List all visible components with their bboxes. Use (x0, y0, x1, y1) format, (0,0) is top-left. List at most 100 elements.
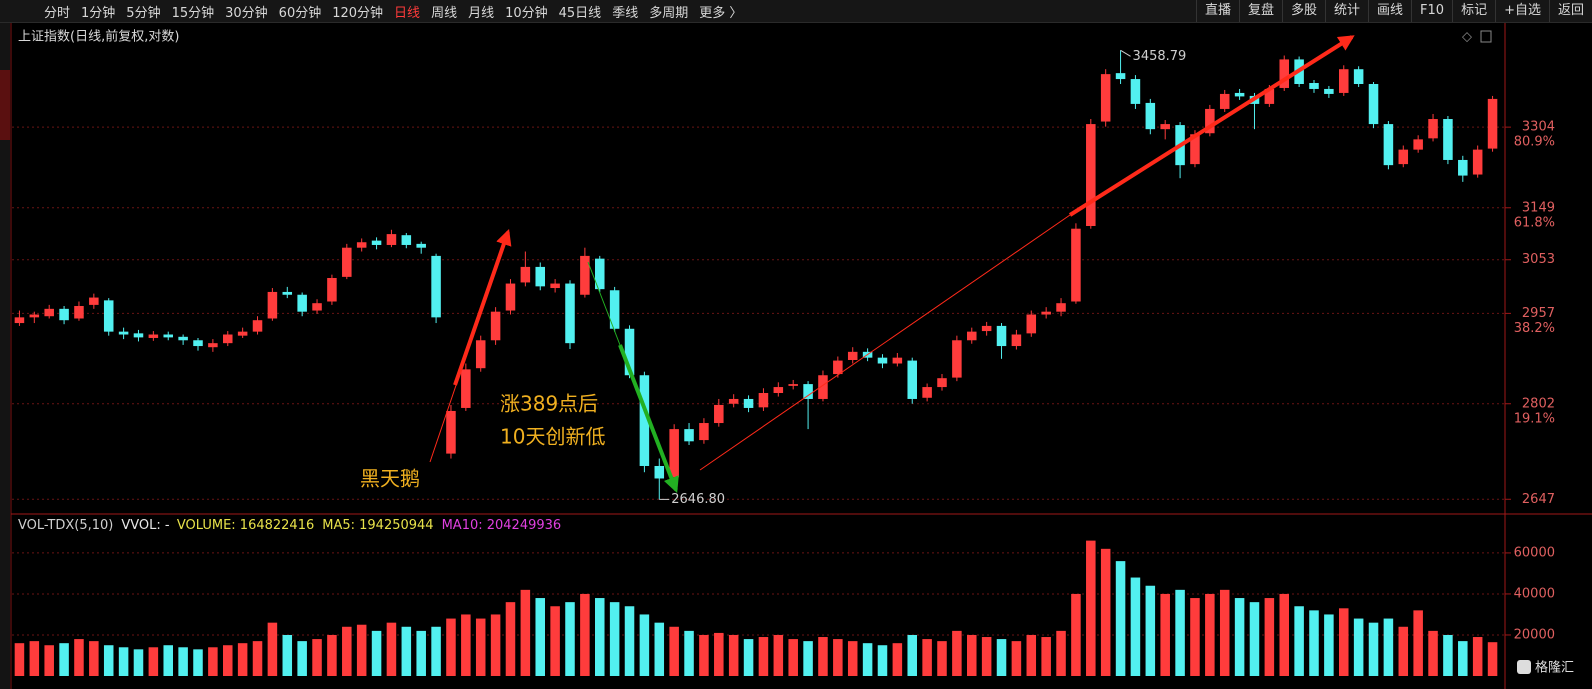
volume-bar (356, 624, 367, 676)
toolbar-button[interactable]: 返回 (1548, 0, 1592, 22)
toolbar-button[interactable]: 周线 (431, 5, 458, 21)
candle-body (803, 384, 813, 399)
legend-entry: VOLUME: 164822416 (177, 518, 314, 533)
volume-bar (446, 618, 456, 676)
candle-body (937, 378, 947, 388)
volume-bar (788, 639, 798, 676)
candle-body (609, 290, 620, 329)
candle-body (297, 294, 307, 312)
y-tick-label: 2802 (1522, 396, 1555, 411)
candle-body (461, 369, 471, 408)
candle-body (1145, 102, 1156, 130)
volume-bar (44, 645, 54, 676)
candle-body (565, 283, 575, 344)
candle-body (193, 340, 203, 347)
toolbar-button[interactable]: 45日线 (558, 5, 602, 21)
y-tick-label: 60000 (1514, 545, 1555, 560)
volume-bar (758, 637, 769, 676)
candle-body (1443, 119, 1453, 160)
toolbar-button[interactable]: 季线 (612, 5, 639, 21)
volume-bar (1100, 548, 1111, 676)
chart-title: 上证指数(日线,前复权,对数) (18, 29, 179, 45)
volume-bar (1398, 626, 1409, 676)
volume-bar (59, 643, 69, 676)
candle-body (981, 325, 992, 332)
candle-body (237, 331, 248, 336)
candle-body (1100, 74, 1111, 122)
toolbar-button[interactable]: 分时 (44, 5, 71, 21)
volume-bar (148, 647, 159, 676)
candle-body (714, 404, 724, 424)
toolbar-button[interactable]: 1分钟 (81, 5, 116, 21)
toolbar: 分时 1分钟 5分钟 15分钟 30分钟 60分钟 120分钟 日线 周线 月线 10分钟 45日线季… (0, 0, 1592, 23)
volume-bar (773, 634, 784, 676)
volume-bar (386, 622, 397, 676)
volume-bar (1472, 637, 1483, 676)
icon[interactable]: ◇ (1462, 30, 1472, 45)
volume-bar (1115, 561, 1126, 676)
volume-bar (1353, 618, 1364, 676)
volume-bar (178, 647, 188, 676)
volume-bar (74, 639, 84, 676)
volume-bar (892, 643, 903, 676)
toolbar-button[interactable]: 复盘 (1238, 0, 1282, 22)
toolbar-button[interactable]: 直播 (1195, 0, 1239, 22)
volume-bar (699, 634, 709, 676)
legend-entry: VVOL: - (121, 518, 170, 533)
candle-body (44, 308, 54, 317)
marks: 2647 2802 2957 3053 3149 3304 19.1% 38.2% 61.8% 8… (12, 49, 1555, 676)
toolbar-button[interactable]: 日线 (394, 5, 421, 21)
side-tab-active[interactable] (0, 70, 10, 140)
candle-body (654, 465, 665, 479)
toolbar-button[interactable]: 30分钟 (225, 5, 268, 21)
watermark: 格隆汇 (1535, 660, 1574, 676)
icon[interactable] (1480, 30, 1492, 43)
y-tick-label: 2647 (1522, 492, 1555, 507)
volume-bar (1264, 598, 1275, 676)
toolbar-button[interactable]: 60分钟 (278, 5, 322, 21)
toolbar-button[interactable]: 5分钟 (126, 5, 161, 21)
toolbar-button[interactable]: F10 (1411, 0, 1452, 22)
candle-body (818, 375, 828, 399)
volume-bar (594, 598, 605, 676)
trend-arrow (453, 228, 512, 386)
volume-bar (416, 630, 426, 676)
toolbar-button[interactable]: 多股 (1281, 0, 1325, 22)
toolbar-button[interactable]: 多周期 (649, 5, 689, 21)
candle-body (252, 320, 263, 332)
candle-body (1398, 149, 1409, 165)
toolbar-button[interactable]: +自选 (1495, 0, 1549, 22)
candle-body (342, 247, 352, 277)
volume-bar (535, 598, 546, 676)
toolbar-button[interactable]: 更多 〉 (699, 5, 743, 21)
toolbar-button[interactable]: 15分钟 (171, 5, 215, 21)
y-tick-label: 3149 (1522, 200, 1555, 215)
toolbar-button[interactable]: 统计 (1325, 0, 1368, 22)
candle-body (624, 328, 635, 376)
candle-body (59, 308, 69, 321)
toolbar-button[interactable]: 120分钟 (332, 5, 384, 21)
candle-body (1324, 88, 1334, 94)
extreme-leader (1120, 49, 1131, 57)
volume-bar (1086, 540, 1096, 676)
volume-bar (803, 641, 813, 676)
volume-bar (1190, 598, 1200, 676)
high-label: 3458.79 (1133, 49, 1187, 64)
toolbar-button[interactable]: 标记 (1452, 0, 1495, 22)
volume-bar (639, 614, 650, 676)
candle-body (505, 283, 516, 311)
candle-body (133, 333, 144, 338)
toolbar-button[interactable]: 画线 (1368, 0, 1411, 22)
candle-body (1338, 69, 1349, 93)
volume-bar (922, 639, 932, 676)
volume-bar (1279, 593, 1290, 676)
volume-bar (1428, 630, 1438, 676)
toolbar-button[interactable]: 10分钟 (505, 5, 548, 21)
candle-body (1026, 314, 1037, 334)
toolbar-button[interactable]: 月线 (468, 5, 495, 21)
volume-bar (401, 626, 412, 676)
volume-bar (565, 602, 575, 676)
candle-body (327, 277, 337, 302)
low-label: 2646.80 (671, 492, 725, 507)
volume-bar (937, 641, 947, 676)
